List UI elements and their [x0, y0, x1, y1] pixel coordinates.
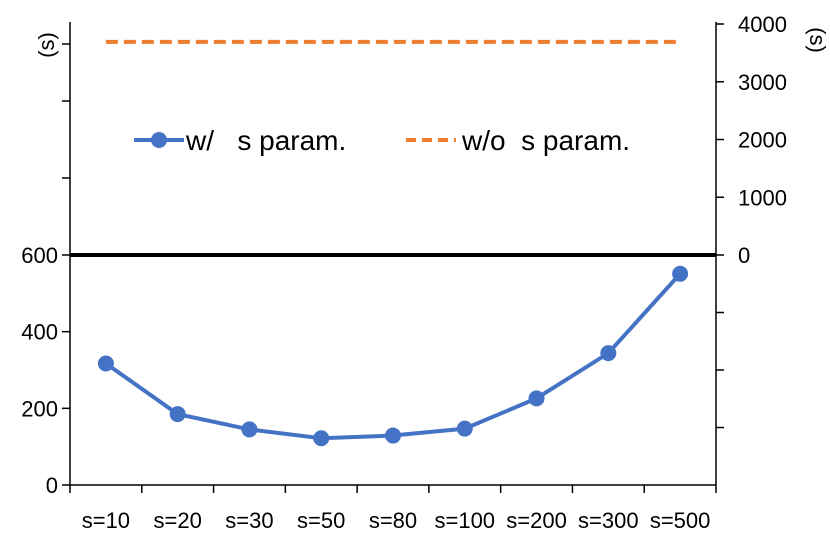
x-axis-category-label: s=200: [506, 508, 567, 533]
data-point-with-s-param: [528, 390, 545, 407]
x-axis-category-label: s=50: [297, 508, 345, 533]
data-point-with-s-param: [600, 345, 617, 362]
legend: w/ s param. w/o s param.: [134, 125, 630, 156]
legend-marker-with-s-param: [151, 132, 167, 148]
right-axis-tick-label: 0: [738, 243, 750, 268]
data-point-with-s-param: [241, 421, 258, 438]
series-line-with-s-param: [104, 272, 682, 441]
x-axis-category-label: s=500: [650, 508, 711, 533]
left-axis-tick-label: 0: [46, 473, 58, 498]
left-axis-tick-label: 200: [21, 396, 58, 421]
data-point-with-s-param: [672, 265, 689, 282]
x-axis-category-label: s=30: [225, 508, 273, 533]
left-axis-tick-label: 400: [21, 320, 58, 345]
x-axis-category-label: s=80: [369, 508, 417, 533]
data-point-with-s-param: [169, 406, 186, 423]
right-axis-unit: (s): [805, 27, 830, 53]
right-axis-tick-label: 2000: [738, 128, 787, 153]
left-axis-unit: (s): [34, 32, 59, 58]
series-with-s-param: [97, 265, 689, 447]
data-point-with-s-param: [313, 430, 330, 447]
data-point-with-s-param: [97, 355, 114, 372]
legend-label-with-s-param: w/ s param.: [185, 125, 346, 156]
right-axis-tick-label: 4000: [738, 12, 787, 37]
legend-label-without-s-param: w/o s param.: [461, 125, 630, 156]
x-axis-category-label: s=20: [154, 508, 202, 533]
axes-group: 0 200 400 600 0 1000 2000 3000 4000 s=10 s=20 s=30 s…: [21, 12, 787, 533]
x-axis-category-label: s=10: [82, 508, 130, 533]
data-point-with-s-param: [385, 427, 401, 444]
left-axis-tick-label: 600: [21, 243, 58, 268]
x-axis-category-label: s=300: [578, 508, 639, 533]
right-axis-tick-label: 1000: [738, 185, 787, 210]
right-axis-tick-label: 3000: [738, 70, 787, 95]
data-point-with-s-param: [456, 420, 473, 437]
x-axis-category-label: s=100: [434, 508, 495, 533]
